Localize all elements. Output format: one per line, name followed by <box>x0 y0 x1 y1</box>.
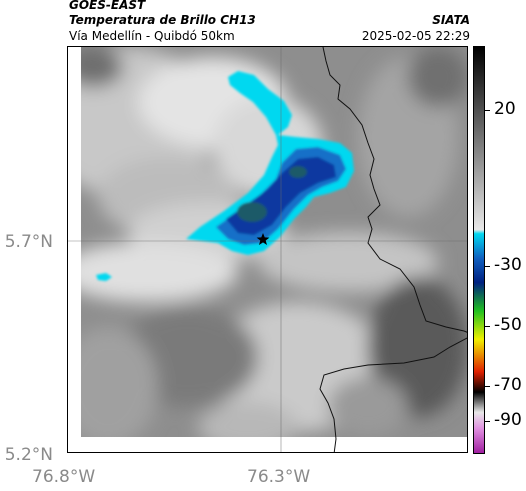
colorbar-label-20: 20 <box>494 99 516 119</box>
lat-tick-5.7: 5.7°N <box>4 232 53 252</box>
colorbar-label-minus90: -90 <box>494 410 522 430</box>
boundary-lines <box>319 47 467 452</box>
colorbar-tick-20 <box>485 110 490 111</box>
lon-tick-76.3: 76.3°W <box>247 467 311 487</box>
product-title: Temperatura de Brillo CH13 <box>69 13 256 27</box>
cloud-core <box>237 202 267 222</box>
satellite-map <box>67 46 468 453</box>
map-canvas <box>68 47 467 452</box>
cloud-core-2 <box>289 166 307 178</box>
coast-line <box>319 337 467 452</box>
satellite-name: GOES-EAST <box>69 0 146 12</box>
timestamp: 2025-02-05 22:29 <box>361 29 470 43</box>
colorbar-label-minus30: -30 <box>494 255 522 275</box>
colorbar-tick-minus30 <box>485 266 490 267</box>
cloud-contour-patch <box>96 273 112 281</box>
border-line <box>322 47 467 333</box>
lat-tick-5.2: 5.2°N <box>4 445 53 465</box>
cloud-contour-outer <box>186 71 354 255</box>
colorbar-tick-minus50 <box>485 326 490 327</box>
colorbar-label-minus50: -50 <box>494 315 522 335</box>
agency-label: SIATA <box>432 13 470 27</box>
route-subtitle: Vía Medellín - Quibdó 50km <box>69 29 235 43</box>
colorbar-tick-minus90 <box>485 421 490 422</box>
colorbar-tick-minus70 <box>485 386 490 387</box>
colorbar-label-minus70: -70 <box>494 375 522 395</box>
gridlines <box>68 47 467 452</box>
lon-tick-76.8: 76.8°W <box>32 467 96 487</box>
colorbar <box>473 46 485 454</box>
star-icon <box>256 233 270 245</box>
